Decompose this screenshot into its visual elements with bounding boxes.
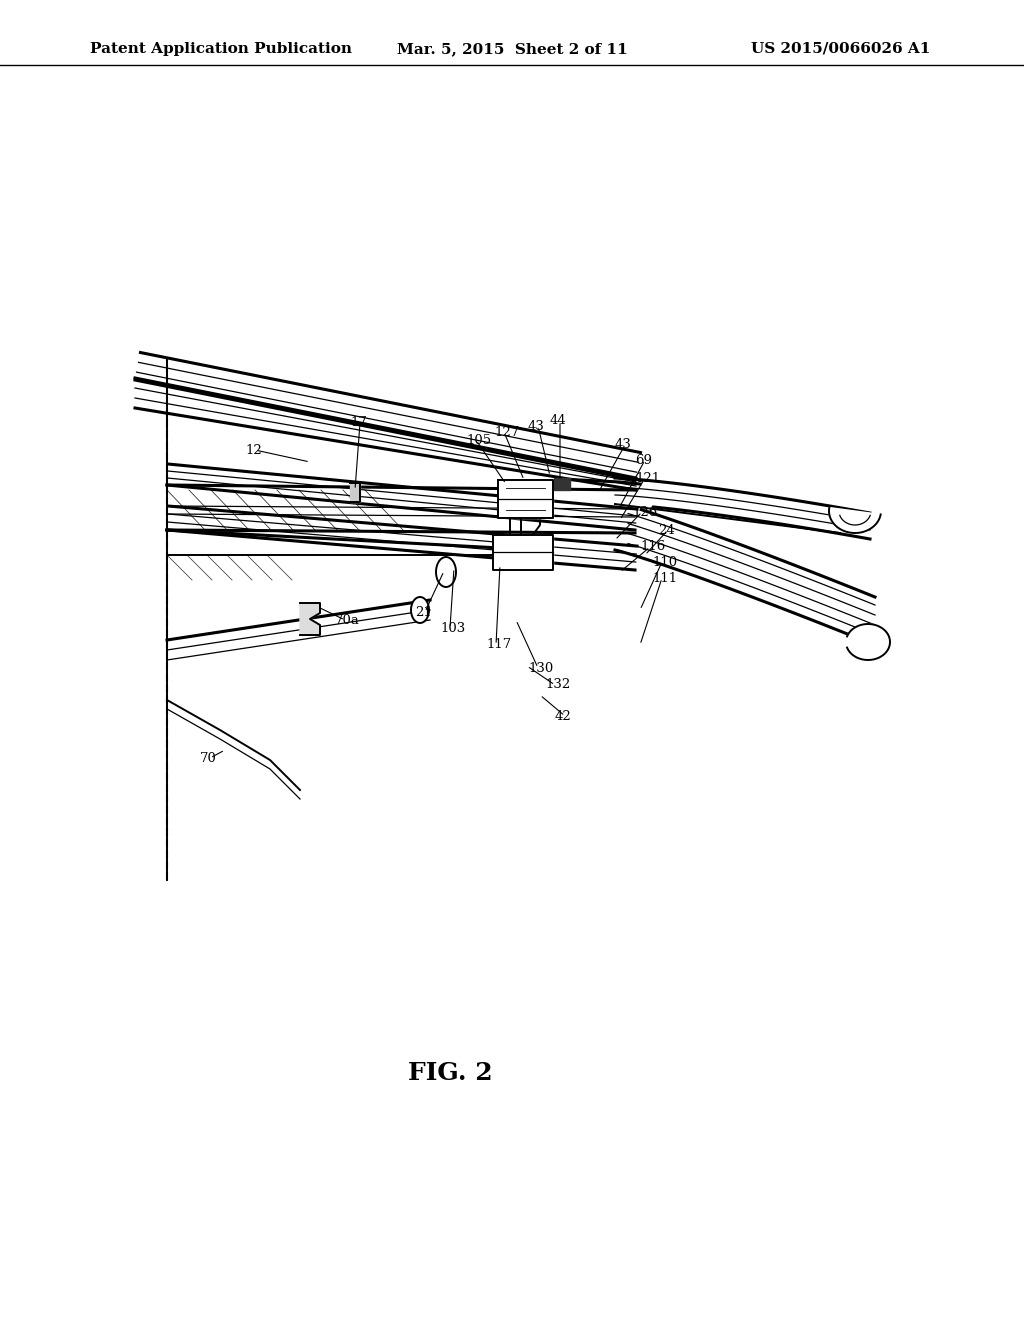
Text: 130: 130 bbox=[528, 661, 553, 675]
Text: 69: 69 bbox=[635, 454, 652, 466]
Text: 116: 116 bbox=[640, 540, 666, 553]
Text: US 2015/0066026 A1: US 2015/0066026 A1 bbox=[751, 42, 930, 55]
Ellipse shape bbox=[411, 597, 429, 623]
Text: 24: 24 bbox=[658, 524, 675, 536]
Text: 127: 127 bbox=[494, 425, 519, 438]
Text: 132: 132 bbox=[545, 678, 570, 692]
Text: 70a: 70a bbox=[335, 614, 359, 627]
Text: 44: 44 bbox=[550, 414, 566, 428]
Text: 110: 110 bbox=[652, 556, 677, 569]
Text: 105: 105 bbox=[466, 433, 492, 446]
Text: 111: 111 bbox=[652, 572, 677, 585]
Text: FIG. 2: FIG. 2 bbox=[408, 1061, 493, 1085]
Ellipse shape bbox=[436, 557, 456, 587]
Text: 42: 42 bbox=[555, 710, 571, 722]
Polygon shape bbox=[847, 624, 890, 660]
Polygon shape bbox=[498, 480, 553, 517]
Polygon shape bbox=[493, 535, 553, 570]
Text: 17: 17 bbox=[350, 417, 367, 429]
Text: 103: 103 bbox=[440, 622, 465, 635]
Text: 43: 43 bbox=[615, 438, 632, 451]
Polygon shape bbox=[300, 603, 319, 635]
Text: 21: 21 bbox=[415, 606, 432, 619]
Text: Mar. 5, 2015  Sheet 2 of 11: Mar. 5, 2015 Sheet 2 of 11 bbox=[396, 42, 628, 55]
Polygon shape bbox=[554, 478, 570, 490]
Polygon shape bbox=[350, 483, 360, 502]
Text: 121: 121 bbox=[635, 471, 660, 484]
Text: 70: 70 bbox=[200, 751, 217, 764]
Text: Patent Application Publication: Patent Application Publication bbox=[90, 42, 352, 55]
Polygon shape bbox=[829, 508, 881, 533]
Text: 126: 126 bbox=[632, 506, 657, 519]
Text: 117: 117 bbox=[486, 639, 511, 652]
Text: 12: 12 bbox=[245, 444, 262, 457]
Text: 43: 43 bbox=[528, 420, 545, 433]
